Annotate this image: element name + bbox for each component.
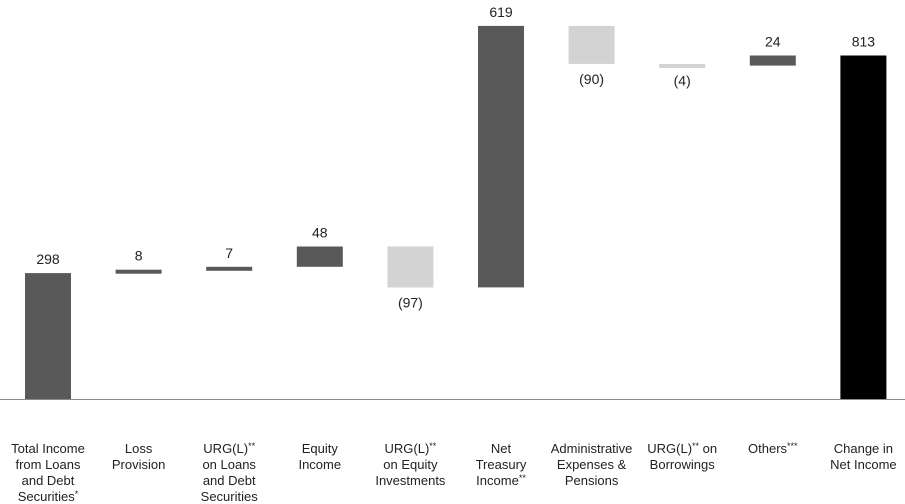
bar-others <box>749 55 796 66</box>
category-label-loss-provision: Loss Provision <box>112 441 165 472</box>
category-label-equity-income: Equity Income <box>298 441 341 472</box>
category-labels-group: Total Income from Loans and Debt Securities… <box>11 441 896 504</box>
bar-equity-income <box>296 246 343 267</box>
value-label-total-income-from-loans-and-debt-securities: 298 <box>36 251 60 267</box>
bar-urg-l-on-loans-and-debt-securities <box>206 266 253 271</box>
category-label-administrative-expenses-pensions: Administrative Expenses & Pensions <box>551 441 633 488</box>
category-label-others: Others*** <box>748 441 798 456</box>
value-label-urg-l-on-equity-investments: (97) <box>398 295 423 311</box>
bar-loss-provision <box>115 269 162 274</box>
category-label-urg-l-on-loans-and-debt-securities: URG(L)** on Loans and Debt Securities <box>201 441 259 504</box>
value-label-loss-provision: 8 <box>135 248 143 264</box>
bar-net-treasury-income <box>478 25 524 288</box>
category-label-net-treasury-income: Net Treasury Income** <box>476 441 527 488</box>
value-label-others: 24 <box>765 34 781 50</box>
value-label-change-in-net-income: 813 <box>852 34 876 50</box>
category-label-urg-l-borrowings: URG(L)** on Borrowings <box>647 441 717 472</box>
bar-total-income-from-loans-and-debt-securities <box>25 273 71 399</box>
category-label-total-income-from-loans-and-debt-securities: Total Income from Loans and Debt Securities… <box>11 441 85 504</box>
category-label-change-in-net-income: Change in Net Income <box>830 441 896 472</box>
value-label-equity-income: 48 <box>312 225 328 241</box>
bar-urg-l-borrowings <box>659 64 706 68</box>
value-labels-group: 298 8 7 48 (97) 619 (90) (4) 24 813 <box>36 4 875 311</box>
value-label-urg-l-on-loans-and-debt-securities: 7 <box>225 245 233 261</box>
value-label-net-treasury-income: 619 <box>489 4 513 20</box>
bars-group <box>25 25 887 399</box>
value-label-administrative-expenses-pensions: (90) <box>579 71 604 87</box>
bar-administrative-expenses-pensions <box>568 25 615 64</box>
value-label-urg-l-borrowings: (4) <box>674 73 691 89</box>
bar-urg-l-on-equity-investments <box>387 246 434 288</box>
bar-change-in-net-income <box>840 55 887 399</box>
category-label-urg-l-on-equity-investments: URG(L)** on Equity Investments <box>375 441 446 488</box>
